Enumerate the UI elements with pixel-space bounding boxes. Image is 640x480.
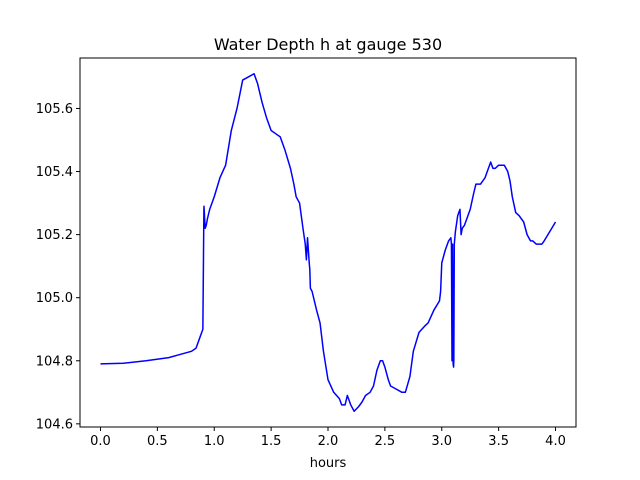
x-tick-label: 3.5 bbox=[488, 434, 509, 449]
x-tick-label: 2.5 bbox=[375, 434, 396, 449]
axes-frame bbox=[79, 57, 577, 428]
series-line bbox=[100, 73, 557, 412]
y-tick-label: 104.6 bbox=[36, 417, 73, 432]
x-tick-label: 1.0 bbox=[204, 434, 225, 449]
y-axis-ticks: 104.6 104.8 105.0 105.2 105.4 105.6 bbox=[36, 102, 80, 432]
x-tick-label: 2.0 bbox=[318, 434, 339, 449]
x-axis-ticks: 0.0 0.5 1.0 1.5 2.0 2.5 3.0 3.5 4.0 bbox=[90, 427, 566, 449]
x-tick-label: 0.0 bbox=[90, 434, 111, 449]
plot-area bbox=[100, 73, 557, 412]
x-tick-label: 1.5 bbox=[261, 434, 282, 449]
y-tick-label: 105.6 bbox=[36, 102, 73, 117]
x-tick-label: 3.0 bbox=[431, 434, 452, 449]
y-tick-label: 105.4 bbox=[36, 165, 73, 180]
x-tick-label: 0.5 bbox=[147, 434, 168, 449]
y-tick-label: 105.2 bbox=[36, 228, 73, 243]
y-tick-label: 104.8 bbox=[36, 354, 73, 369]
x-axis-label: hours bbox=[310, 456, 347, 471]
x-tick-label: 4.0 bbox=[545, 434, 566, 449]
chart-title: Water Depth h at gauge 530 bbox=[214, 35, 442, 54]
y-tick-label: 105.0 bbox=[36, 291, 73, 306]
